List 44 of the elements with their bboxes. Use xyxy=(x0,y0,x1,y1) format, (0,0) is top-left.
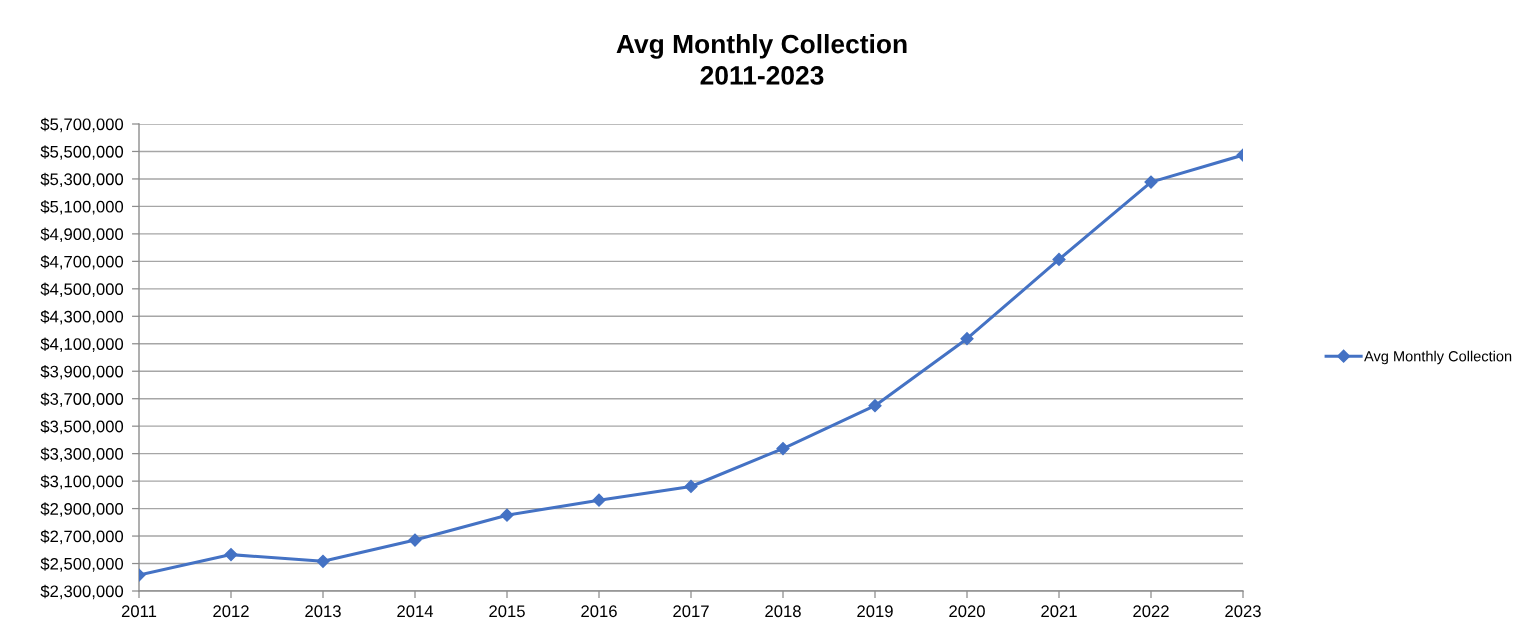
x-tick-label: 2017 xyxy=(673,605,709,618)
x-tick-label: 2022 xyxy=(1133,605,1169,618)
point xyxy=(868,399,882,413)
point xyxy=(316,554,330,568)
y-tick-label: $3,900,000 xyxy=(40,364,124,380)
point xyxy=(1052,252,1066,267)
point xyxy=(224,548,238,562)
y-tick-label: $5,700,000 xyxy=(40,117,124,133)
point xyxy=(500,508,514,522)
x-tick-label: 2013 xyxy=(305,605,341,618)
y-tick-label: $2,500,000 xyxy=(40,557,124,572)
y-tick-label: $4,900,000 xyxy=(40,227,124,243)
x-tick-label: 2020 xyxy=(949,605,985,618)
y-tick-label: $5,500,000 xyxy=(40,145,124,160)
chart-title: Avg Monthly Collection 2011-2023 xyxy=(616,34,907,85)
point xyxy=(592,493,606,507)
y-tick-label: $3,700,000 xyxy=(40,392,124,407)
y-tick-label: $4,300,000 xyxy=(40,309,124,325)
y-tick-label: $4,100,000 xyxy=(40,337,124,352)
x-tick-label: 2018 xyxy=(765,605,801,618)
point xyxy=(776,441,790,456)
y-tick-label: $2,300,000 xyxy=(40,584,124,600)
y-tick-label: $3,300,000 xyxy=(40,447,124,462)
x-tick-label: 2011 xyxy=(121,605,157,618)
y-tick-label: $2,700,000 xyxy=(40,529,124,545)
x-tick-label: 2019 xyxy=(857,605,893,618)
point xyxy=(960,332,974,346)
x-tick-label: 2015 xyxy=(489,605,525,618)
x-tick-label: 2012 xyxy=(213,605,249,618)
y-tick-label: $3,500,000 xyxy=(40,419,124,435)
x-tick-label: 2016 xyxy=(581,605,617,618)
y-tick-label: $3,100,000 xyxy=(40,474,124,490)
y-tick-label: $4,500,000 xyxy=(40,282,124,297)
point xyxy=(684,479,698,494)
legend-label: Avg Monthly Collection xyxy=(1364,350,1512,365)
point xyxy=(408,533,422,547)
x-tick-label: 2014 xyxy=(397,605,434,618)
point xyxy=(1144,175,1158,189)
y-tick-label: $4,700,000 xyxy=(40,255,124,270)
y-tick-label: $5,100,000 xyxy=(40,200,124,215)
x-tick-label: 2023 xyxy=(1225,605,1261,618)
x-tick-label: 2021 xyxy=(1041,605,1077,618)
y-tick-label: $2,900,000 xyxy=(40,502,124,517)
y-tick-label: $5,300,000 xyxy=(40,172,124,188)
